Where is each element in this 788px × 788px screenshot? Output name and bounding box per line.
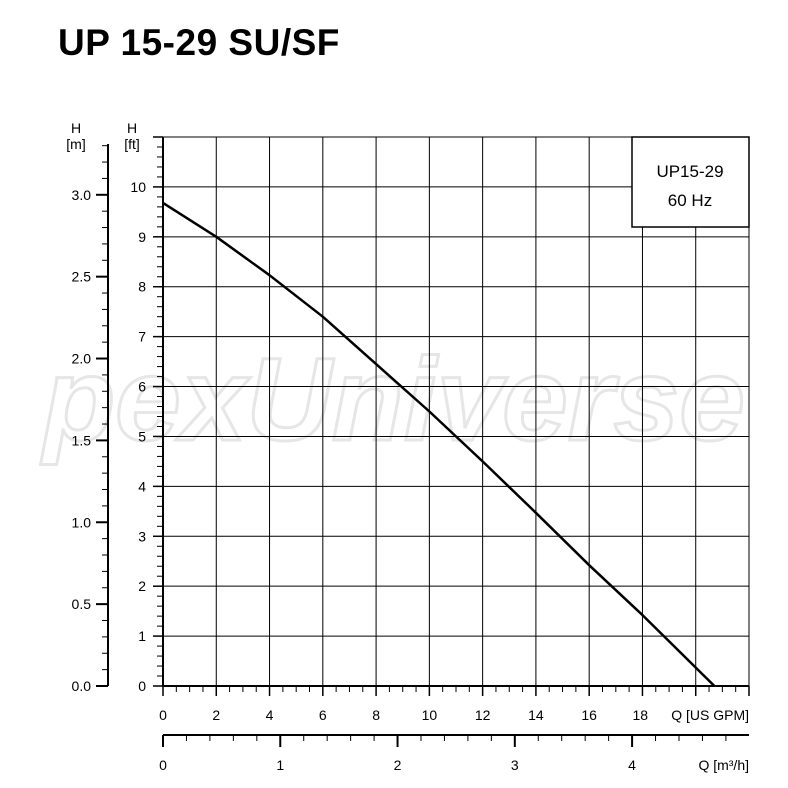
x2-tick-label: 4	[628, 757, 636, 773]
x2-axis-label: Q [m³/h]	[698, 757, 749, 773]
y2-tick-label: 3.0	[72, 187, 92, 203]
y-tick-label: 6	[138, 379, 146, 395]
x-tick-label: 10	[422, 707, 438, 723]
x-tick-label: 14	[528, 707, 544, 723]
y-tick-label: 0	[138, 678, 146, 694]
x-tick-label: 8	[372, 707, 380, 723]
y-tick-label: 4	[138, 478, 146, 494]
y2-axis-unit-m: [m]	[66, 136, 85, 152]
chart-title: UP 15-29 SU/SF	[58, 22, 340, 63]
y-tick-label: 10	[130, 179, 146, 195]
x-axis-label: Q [US GPM]	[671, 707, 749, 723]
y-tick-label: 3	[138, 528, 146, 544]
y-tick-label: 7	[138, 329, 146, 345]
y2-tick-label: 0.5	[72, 596, 92, 612]
y2-tick-label: 0.0	[72, 678, 92, 694]
x-tick-label: 16	[581, 707, 597, 723]
x2-tick-label: 3	[511, 757, 519, 773]
y2-tick-label: 2.0	[72, 351, 92, 367]
x-tick-label: 12	[475, 707, 491, 723]
y-tick-label: 2	[138, 578, 146, 594]
legend-model: UP15-29	[656, 162, 723, 181]
pump-curve-line	[162, 201, 716, 687]
legend-frequency: 60 Hz	[668, 191, 712, 210]
y-tick-label: 8	[138, 279, 146, 295]
x-tick-label: 6	[319, 707, 327, 723]
x2-tick-label: 0	[159, 757, 167, 773]
y-tick-label: 1	[138, 628, 146, 644]
watermark-logo: pexUniverse	[40, 334, 745, 466]
x-tick-label: 2	[212, 707, 220, 723]
y2-tick-label: 2.5	[72, 269, 92, 285]
y-axis-unit-ft: [ft]	[124, 136, 140, 152]
y2-tick-label: 1.0	[72, 514, 92, 530]
x-tick-label: 0	[159, 707, 167, 723]
y-tick-label: 9	[138, 229, 146, 245]
y2-tick-label: 1.5	[72, 432, 92, 448]
x-tick-label: 4	[266, 707, 274, 723]
x2-tick-label: 1	[276, 757, 284, 773]
x2-tick-label: 2	[394, 757, 402, 773]
x-tick-label: 18	[632, 707, 648, 723]
y2-axis-label-m: H	[71, 120, 81, 136]
y-axis-label-ft: H	[127, 120, 137, 136]
y-tick-label: 5	[138, 428, 146, 444]
legend-box	[631, 136, 750, 228]
